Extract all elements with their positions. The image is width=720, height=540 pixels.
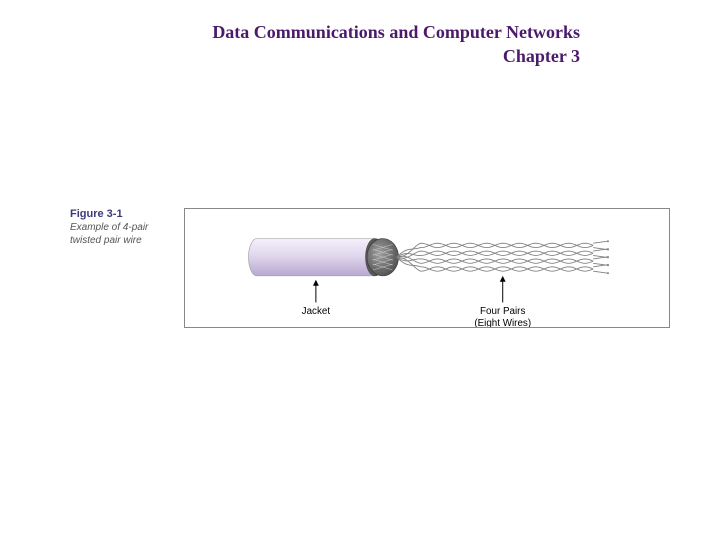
slide-header: Data Communications and Computer Network… (212, 20, 580, 69)
slide-title: Data Communications and Computer Network… (212, 20, 580, 44)
figure-caption: Example of 4-pair twisted pair wire (70, 222, 170, 247)
pairs-label-line1: Four Pairs (480, 306, 525, 317)
slide-subtitle: Chapter 3 (212, 44, 580, 68)
figure-caption-line1: Example of 4-pair (70, 222, 148, 233)
figure-block: Figure 3-1 Example of 4-pair twisted pai… (70, 208, 670, 247)
jacket-label: Jacket (302, 306, 331, 317)
twisted-pair-diagram: Jacket Four Pairs(Eight Wires) (185, 209, 669, 327)
figure-caption-line2: twisted pair wire (70, 235, 142, 246)
pairs-label-line2: (Eight Wires) (474, 318, 531, 327)
diagram-frame: Jacket Four Pairs(Eight Wires) (184, 208, 670, 328)
